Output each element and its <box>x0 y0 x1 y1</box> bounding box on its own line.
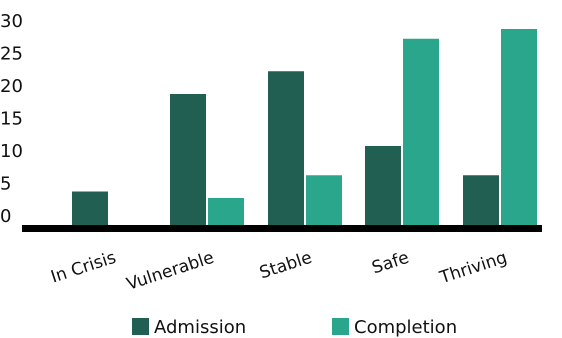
y-tick-label: 10 <box>0 141 23 162</box>
bar-completion-thriving <box>501 29 537 226</box>
bar-admission-safe <box>365 146 401 226</box>
legend-swatch-admission <box>132 318 149 335</box>
legend-label-admission: Admission <box>154 317 246 338</box>
x-axis-line <box>22 225 542 232</box>
y-tick-label: 30 <box>0 11 23 32</box>
y-tick-label: 5 <box>0 174 11 195</box>
bar-admission-vulnerable <box>170 94 206 226</box>
bar-completion-safe <box>403 38 439 226</box>
bars <box>72 29 537 226</box>
category-label: In Crisis <box>48 248 118 288</box>
category-label: Thriving <box>437 248 510 289</box>
bar-admission-in-crisis <box>72 191 108 226</box>
y-tick-label: 25 <box>0 44 23 65</box>
y-tick-label: 0 <box>0 206 11 227</box>
legend-swatch-completion <box>332 318 349 335</box>
category-label: Safe <box>370 248 412 279</box>
bar-completion-stable <box>306 175 342 226</box>
category-label: Vulnerable <box>124 248 216 295</box>
bar-admission-stable <box>268 71 304 226</box>
legend-label-completion: Completion <box>354 317 457 338</box>
y-axis-ticks: 0 5 10 15 20 25 30 <box>0 11 23 227</box>
legend: Admission Completion <box>132 317 457 338</box>
y-tick-label: 15 <box>0 109 23 130</box>
bar-completion-vulnerable <box>208 198 244 226</box>
category-label: Stable <box>257 248 314 284</box>
bar-admission-thriving <box>463 175 499 226</box>
y-tick-label: 20 <box>0 76 23 97</box>
category-labels: In Crisis Vulnerable Stable Safe Thriving <box>48 248 509 295</box>
